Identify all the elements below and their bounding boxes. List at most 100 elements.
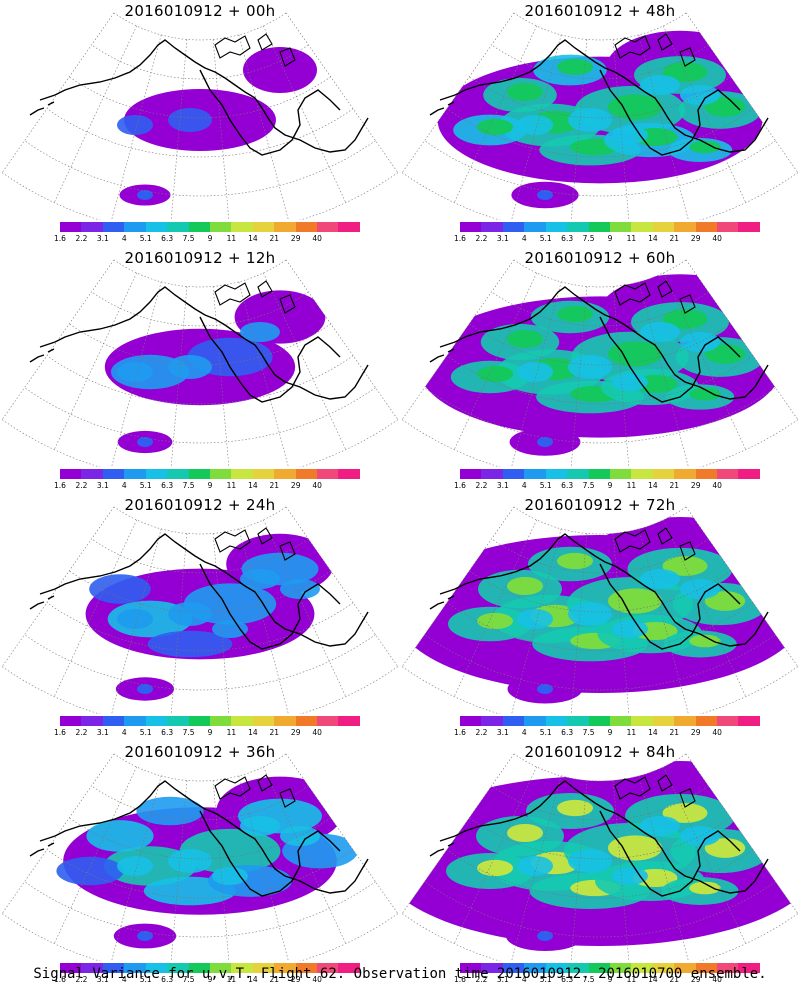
colorbar-swatch [338, 963, 360, 973]
meridian-line [238, 775, 289, 961]
colorbar-tick-label: 6.3 [561, 728, 574, 737]
panel-title: 2016010912 + 48h [524, 2, 676, 20]
colorbar-swatch [545, 222, 568, 232]
colorbar-swatch [124, 963, 146, 973]
colorbar [60, 716, 360, 726]
colorbar-tick-label: 5.1 [539, 728, 552, 737]
colorbar-tick-label: 6.3 [161, 975, 174, 984]
arctic-islands [214, 527, 296, 561]
colorbar-swatch [317, 963, 339, 973]
colorbar-tick-label: 29 [690, 481, 701, 490]
meridian-line [111, 528, 162, 714]
colorbar-swatch [652, 469, 675, 479]
arctic-islands [214, 280, 296, 314]
meridian-line [238, 528, 289, 714]
colorbar-swatch [588, 963, 610, 973]
colorbar-swatch [124, 716, 146, 726]
colorbar-tick-label: 5.1 [139, 234, 152, 243]
colorbar-swatch [102, 716, 125, 726]
colorbar-ticks: 1.6 2.2 3.1 4 5.1 6.3 7.5 9 11 14 21 29 40 [454, 234, 760, 246]
colorbar-tick-label: 4 [521, 728, 527, 737]
variance-contour-high [557, 552, 593, 570]
colorbar-swatch [674, 222, 696, 232]
aleutian-islands [429, 595, 455, 610]
variance-contour-high [704, 344, 746, 364]
colorbar-tick-label: 6.3 [561, 234, 574, 243]
variance-contour-high [477, 118, 513, 136]
colorbar-swatch [295, 222, 318, 232]
colorbar-tick-label: 3.1 [96, 234, 109, 243]
variance-spot [640, 322, 680, 342]
variance-contour [89, 574, 151, 604]
colorbar-swatch [481, 963, 503, 973]
parallel-line [24, 634, 376, 691]
meridian-line [1, 259, 115, 420]
colorbar-swatch [524, 222, 546, 232]
forecast-panel: 2016010912 + 60h 1.6 2.2 3.1 4 5.1 6.3 7.5 9 11 14… [400, 247, 800, 490]
colorbar-tick-label: 5.1 [539, 975, 552, 984]
colorbar-swatch [502, 222, 525, 232]
parallel-line [401, 419, 799, 467]
variance-contour-high [704, 591, 746, 611]
variance-spot [612, 126, 648, 144]
colorbar-tick-label: 11 [226, 234, 237, 243]
meridian-line [263, 766, 347, 944]
colorbar-tick-label: 40 [312, 728, 322, 737]
meridian-line [53, 272, 137, 450]
variance-spot [640, 75, 680, 95]
parallel-line [401, 913, 799, 961]
variance-spot [240, 322, 280, 342]
colorbar-tick-label: 1.6 [54, 728, 66, 737]
hawaii-variance-core [537, 437, 553, 447]
colorbar-swatch [502, 716, 525, 726]
colorbar-tick-label: 2.2 [75, 975, 88, 984]
colorbar-swatch [145, 222, 168, 232]
colorbar-swatch [231, 716, 253, 726]
colorbar-swatch [588, 469, 610, 479]
meridian-line [453, 272, 537, 450]
colorbar-swatch [567, 469, 589, 479]
meridian-line [401, 259, 515, 420]
meridian-line [1, 753, 115, 914]
colorbar-swatch [209, 963, 232, 973]
variance-contour-high [477, 612, 513, 630]
colorbar-swatch [231, 469, 253, 479]
polar-map [401, 12, 799, 220]
colorbar [60, 222, 360, 232]
meridian-line [170, 39, 188, 220]
colorbar-swatch [60, 469, 82, 479]
colorbar-swatch [502, 469, 525, 479]
colorbar-tick-label: 3.1 [496, 481, 509, 490]
colorbar-swatch [317, 716, 339, 726]
colorbar-swatch [167, 469, 189, 479]
colorbar-swatch [631, 222, 653, 232]
colorbar-swatch [502, 963, 525, 973]
colorbar-tick-label: 2.2 [75, 728, 88, 737]
variance-spot [640, 569, 680, 589]
colorbar-swatch [652, 963, 675, 973]
coastline [39, 533, 369, 647]
colorbar-ticks: 1.6 2.2 3.1 4 5.1 6.3 7.5 9 11 14 21 29 40 [54, 234, 360, 246]
meridian-line [111, 34, 162, 220]
colorbar-swatch [60, 716, 82, 726]
colorbar-swatch [674, 469, 696, 479]
polar-map [1, 506, 399, 714]
meridian-line [238, 34, 289, 220]
parallel-line [113, 506, 287, 535]
colorbar-tick-label: 9 [607, 234, 613, 243]
parallel-line [113, 753, 287, 782]
colorbar-swatch [252, 716, 275, 726]
colorbar-swatch [545, 469, 568, 479]
colorbar-swatch [588, 222, 610, 232]
variance-field-region [243, 47, 317, 93]
variance-spot [240, 816, 280, 836]
colorbar-swatch [231, 222, 253, 232]
variance-spot [240, 569, 280, 589]
variance-contour-high [557, 305, 593, 323]
parallel-line [1, 419, 399, 467]
polar-map [401, 753, 799, 961]
coastline [439, 780, 769, 894]
colorbar-swatch [145, 963, 168, 973]
colorbar-tick-label: 2.2 [475, 975, 488, 984]
colorbar-tick-label: 7.5 [182, 728, 195, 737]
